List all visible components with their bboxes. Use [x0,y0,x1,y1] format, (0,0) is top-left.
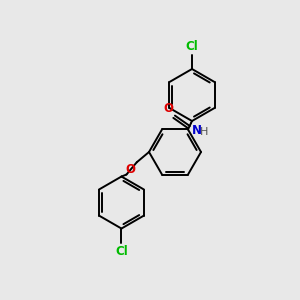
Text: O: O [126,163,136,176]
Text: Cl: Cl [115,244,128,257]
Text: Cl: Cl [186,40,198,53]
Text: N: N [192,124,202,137]
Text: O: O [163,102,173,115]
Text: H: H [200,127,208,137]
